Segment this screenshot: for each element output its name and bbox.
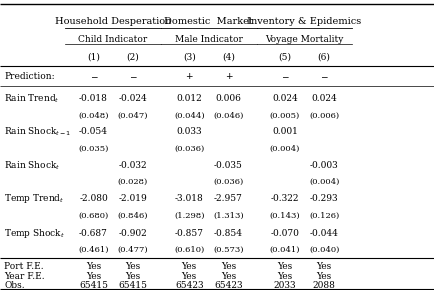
Text: -0.024: -0.024: [118, 94, 147, 103]
Text: 0.024: 0.024: [310, 94, 336, 103]
Text: (0.477): (0.477): [117, 246, 148, 254]
Text: 65423: 65423: [174, 281, 203, 290]
Text: (6): (6): [317, 52, 330, 61]
Text: (0.044): (0.044): [174, 111, 204, 119]
Text: Domestic  Market: Domestic Market: [164, 17, 253, 26]
Text: Yes: Yes: [220, 271, 236, 281]
Text: Temp Trend$_t$: Temp Trend$_t$: [4, 192, 65, 205]
Text: -2.019: -2.019: [118, 194, 147, 203]
Text: -0.854: -0.854: [214, 229, 242, 238]
Text: 65423: 65423: [214, 281, 242, 290]
Text: -0.687: -0.687: [79, 229, 108, 238]
Text: Port F.E.: Port F.E.: [4, 262, 44, 271]
Text: -0.902: -0.902: [118, 229, 147, 238]
Text: Yes: Yes: [181, 262, 197, 271]
Text: Rain Shock$_t$: Rain Shock$_t$: [4, 159, 61, 172]
Text: (3): (3): [182, 52, 195, 61]
Text: 65415: 65415: [118, 281, 147, 290]
Text: -0.070: -0.070: [270, 229, 299, 238]
Text: −: −: [280, 72, 288, 81]
Text: 0.006: 0.006: [215, 94, 241, 103]
Text: Yes: Yes: [276, 262, 292, 271]
Text: Yes: Yes: [85, 262, 101, 271]
Text: -0.293: -0.293: [309, 194, 338, 203]
Text: (0.846): (0.846): [117, 211, 148, 220]
Text: -0.857: -0.857: [174, 229, 203, 238]
Text: (0.048): (0.048): [78, 111, 108, 119]
Text: 0.024: 0.024: [271, 94, 297, 103]
Text: 0.001: 0.001: [271, 127, 297, 137]
Text: (0.610): (0.610): [174, 246, 204, 254]
Text: (0.143): (0.143): [269, 211, 299, 220]
Text: -2.080: -2.080: [79, 194, 108, 203]
Text: Yes: Yes: [316, 262, 331, 271]
Text: (2): (2): [126, 52, 139, 61]
Text: Household Desperation: Household Desperation: [55, 17, 171, 26]
Text: (0.126): (0.126): [308, 211, 339, 220]
Text: 0.012: 0.012: [176, 94, 202, 103]
Text: Voyage Mortality: Voyage Mortality: [265, 35, 343, 44]
Text: (1.313): (1.313): [213, 211, 243, 220]
Text: (0.028): (0.028): [117, 178, 148, 186]
Text: Inventory & Epidemics: Inventory & Epidemics: [247, 17, 361, 26]
Text: -0.035: -0.035: [214, 161, 242, 170]
Text: 2033: 2033: [273, 281, 296, 290]
Text: (5): (5): [278, 52, 291, 61]
Text: −: −: [128, 72, 136, 81]
Text: Yes: Yes: [125, 262, 140, 271]
Text: (0.036): (0.036): [213, 178, 243, 186]
Text: (0.006): (0.006): [308, 111, 339, 119]
Text: Prediction:: Prediction:: [4, 72, 55, 81]
Text: -0.044: -0.044: [309, 229, 338, 238]
Text: (4): (4): [221, 52, 234, 61]
Text: (1.298): (1.298): [174, 211, 204, 220]
Text: (0.573): (0.573): [213, 246, 243, 254]
Text: (0.461): (0.461): [78, 246, 108, 254]
Text: Yes: Yes: [181, 271, 197, 281]
Text: -0.032: -0.032: [118, 161, 147, 170]
Text: Rain Shock$_{t-1}$: Rain Shock$_{t-1}$: [4, 126, 72, 138]
Text: -2.957: -2.957: [214, 194, 242, 203]
Text: Child Indicator: Child Indicator: [78, 35, 148, 44]
Text: (0.005): (0.005): [269, 111, 299, 119]
Text: (0.047): (0.047): [117, 111, 148, 119]
Text: (0.036): (0.036): [174, 145, 204, 153]
Text: Rain Trend$_t$: Rain Trend$_t$: [4, 92, 60, 105]
Text: (0.035): (0.035): [78, 145, 108, 153]
Text: (0.680): (0.680): [78, 211, 108, 220]
Text: (0.004): (0.004): [269, 145, 299, 153]
Text: -0.018: -0.018: [79, 94, 108, 103]
Text: 2088: 2088: [312, 281, 335, 290]
Text: Yes: Yes: [316, 271, 331, 281]
Text: +: +: [185, 72, 193, 81]
Text: (0.004): (0.004): [308, 178, 339, 186]
Text: Yes: Yes: [276, 271, 292, 281]
Text: Yes: Yes: [85, 271, 101, 281]
Text: 0.033: 0.033: [176, 127, 201, 137]
Text: -0.322: -0.322: [270, 194, 299, 203]
Text: (0.040): (0.040): [308, 246, 339, 254]
Text: (0.046): (0.046): [213, 111, 243, 119]
Text: -0.054: -0.054: [79, 127, 108, 137]
Text: Yes: Yes: [125, 271, 140, 281]
Text: (0.041): (0.041): [269, 246, 299, 254]
Text: Obs.: Obs.: [4, 281, 25, 290]
Text: −: −: [319, 72, 327, 81]
Text: +: +: [224, 72, 232, 81]
Text: -0.003: -0.003: [309, 161, 338, 170]
Text: Year F.E.: Year F.E.: [4, 271, 45, 281]
Text: −: −: [89, 72, 97, 81]
Text: 65415: 65415: [79, 281, 108, 290]
Text: Yes: Yes: [220, 262, 236, 271]
Text: (1): (1): [87, 52, 100, 61]
Text: Temp Shock$_t$: Temp Shock$_t$: [4, 227, 66, 240]
Text: -3.018: -3.018: [174, 194, 203, 203]
Text: Male Indicator: Male Indicator: [174, 35, 242, 44]
